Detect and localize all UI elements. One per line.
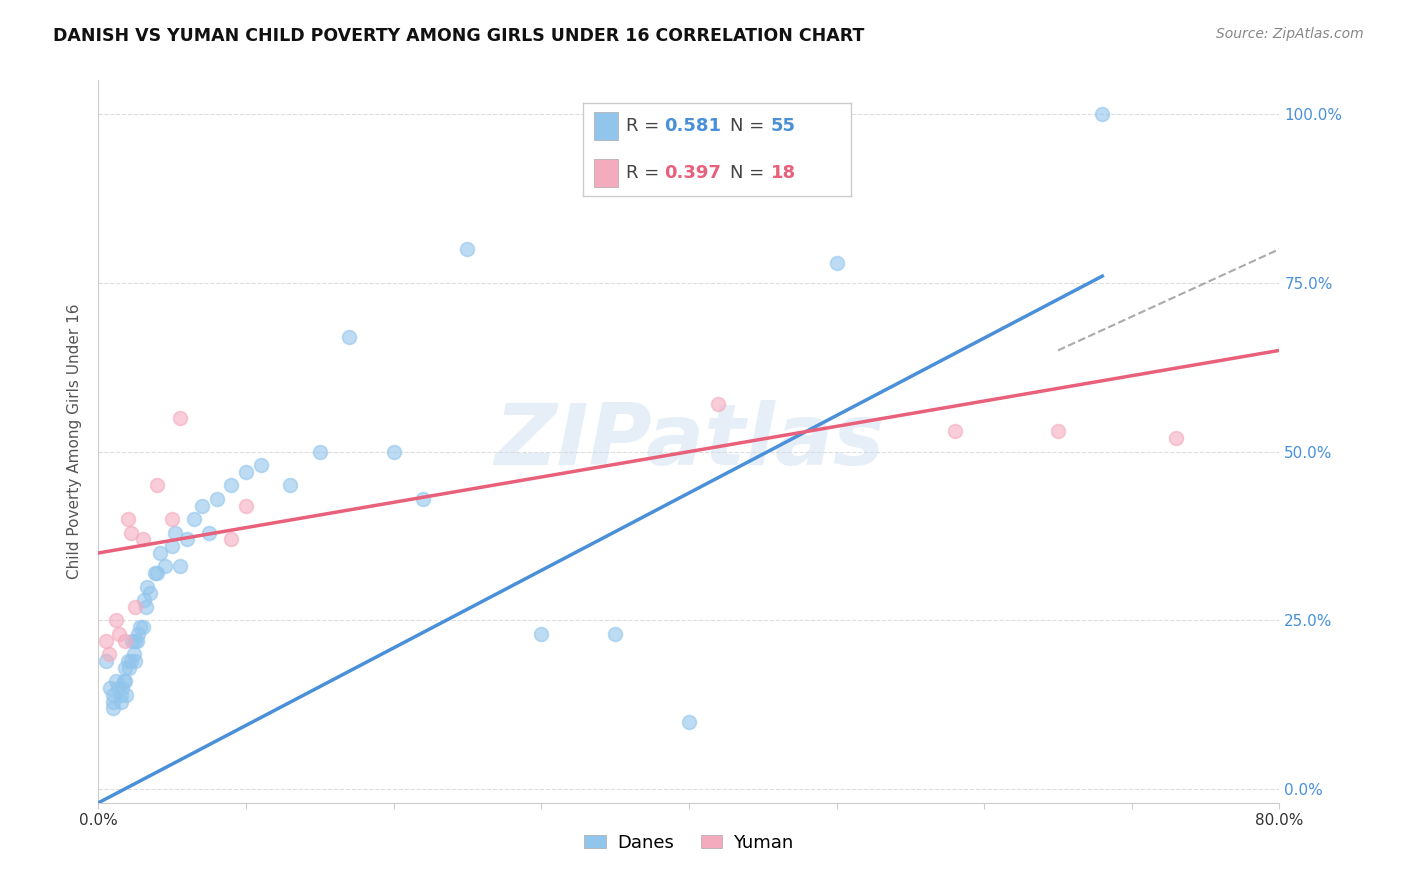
Point: [235, 499, 257, 513]
Y-axis label: Child Poverty Among Girls Under 16: Child Poverty Among Girls Under 16: [66, 304, 82, 579]
Point: [132, 620, 155, 634]
Text: R =: R =: [626, 164, 665, 182]
Point: [120, 654, 142, 668]
Point: [1166, 431, 1188, 445]
Point: [132, 533, 155, 547]
Point: [125, 633, 148, 648]
Point: [149, 546, 172, 560]
Point: [250, 458, 273, 472]
Point: [825, 255, 848, 269]
Text: Source: ZipAtlas.com: Source: ZipAtlas.com: [1216, 27, 1364, 41]
Point: [122, 647, 145, 661]
Text: 18: 18: [770, 164, 796, 182]
Point: [198, 525, 221, 540]
Point: [205, 491, 228, 506]
Point: [280, 478, 302, 492]
Text: R =: R =: [626, 117, 665, 135]
Point: [221, 533, 243, 547]
Point: [111, 681, 134, 695]
Point: [108, 627, 131, 641]
Text: 55: 55: [770, 117, 796, 135]
Point: [191, 499, 214, 513]
Point: [103, 688, 125, 702]
Point: [112, 674, 135, 689]
Point: [120, 525, 142, 540]
Point: [143, 566, 166, 581]
Point: [110, 688, 132, 702]
Point: [153, 559, 176, 574]
Point: [114, 674, 136, 689]
Point: [124, 654, 146, 668]
Point: [135, 599, 157, 614]
Point: [114, 633, 136, 648]
Point: [107, 681, 129, 695]
Point: [136, 580, 159, 594]
Point: [117, 512, 139, 526]
Point: [943, 425, 966, 439]
Point: [183, 512, 205, 526]
Point: [115, 688, 138, 702]
Point: [162, 539, 183, 553]
Point: [97, 647, 120, 661]
Point: [94, 633, 117, 648]
Point: [105, 614, 128, 628]
Point: [530, 627, 553, 641]
Point: [176, 533, 198, 547]
Point: [707, 397, 730, 411]
Point: [605, 627, 627, 641]
Point: [118, 661, 141, 675]
Point: [124, 633, 146, 648]
Text: DANISH VS YUMAN CHILD POVERTY AMONG GIRLS UNDER 16 CORRELATION CHART: DANISH VS YUMAN CHILD POVERTY AMONG GIRL…: [53, 27, 865, 45]
Point: [103, 701, 125, 715]
Text: 0.397: 0.397: [664, 164, 720, 182]
Point: [678, 714, 700, 729]
Point: [457, 242, 479, 256]
Text: N =: N =: [731, 117, 770, 135]
Point: [127, 627, 149, 641]
Point: [412, 491, 434, 506]
Point: [139, 586, 162, 600]
Legend: Danes, Yuman: Danes, Yuman: [576, 826, 801, 859]
Point: [169, 411, 191, 425]
Point: [309, 444, 332, 458]
Point: [1046, 425, 1070, 439]
Point: [235, 465, 257, 479]
Point: [382, 444, 405, 458]
Point: [110, 694, 132, 708]
Point: [124, 599, 146, 614]
Point: [105, 674, 128, 689]
Text: ZIPatlas: ZIPatlas: [494, 400, 884, 483]
Text: 0.581: 0.581: [664, 117, 721, 135]
Point: [134, 593, 156, 607]
Point: [98, 681, 121, 695]
FancyBboxPatch shape: [595, 159, 619, 187]
Point: [339, 330, 361, 344]
Point: [128, 620, 150, 634]
Point: [146, 566, 169, 581]
Point: [94, 654, 117, 668]
Point: [121, 633, 143, 648]
Point: [221, 478, 243, 492]
Point: [165, 525, 187, 540]
FancyBboxPatch shape: [595, 112, 619, 140]
Point: [146, 478, 169, 492]
Text: N =: N =: [731, 164, 770, 182]
Point: [162, 512, 183, 526]
Point: [169, 559, 191, 574]
Point: [1091, 107, 1114, 121]
Point: [103, 694, 125, 708]
Point: [117, 654, 139, 668]
Point: [114, 661, 136, 675]
